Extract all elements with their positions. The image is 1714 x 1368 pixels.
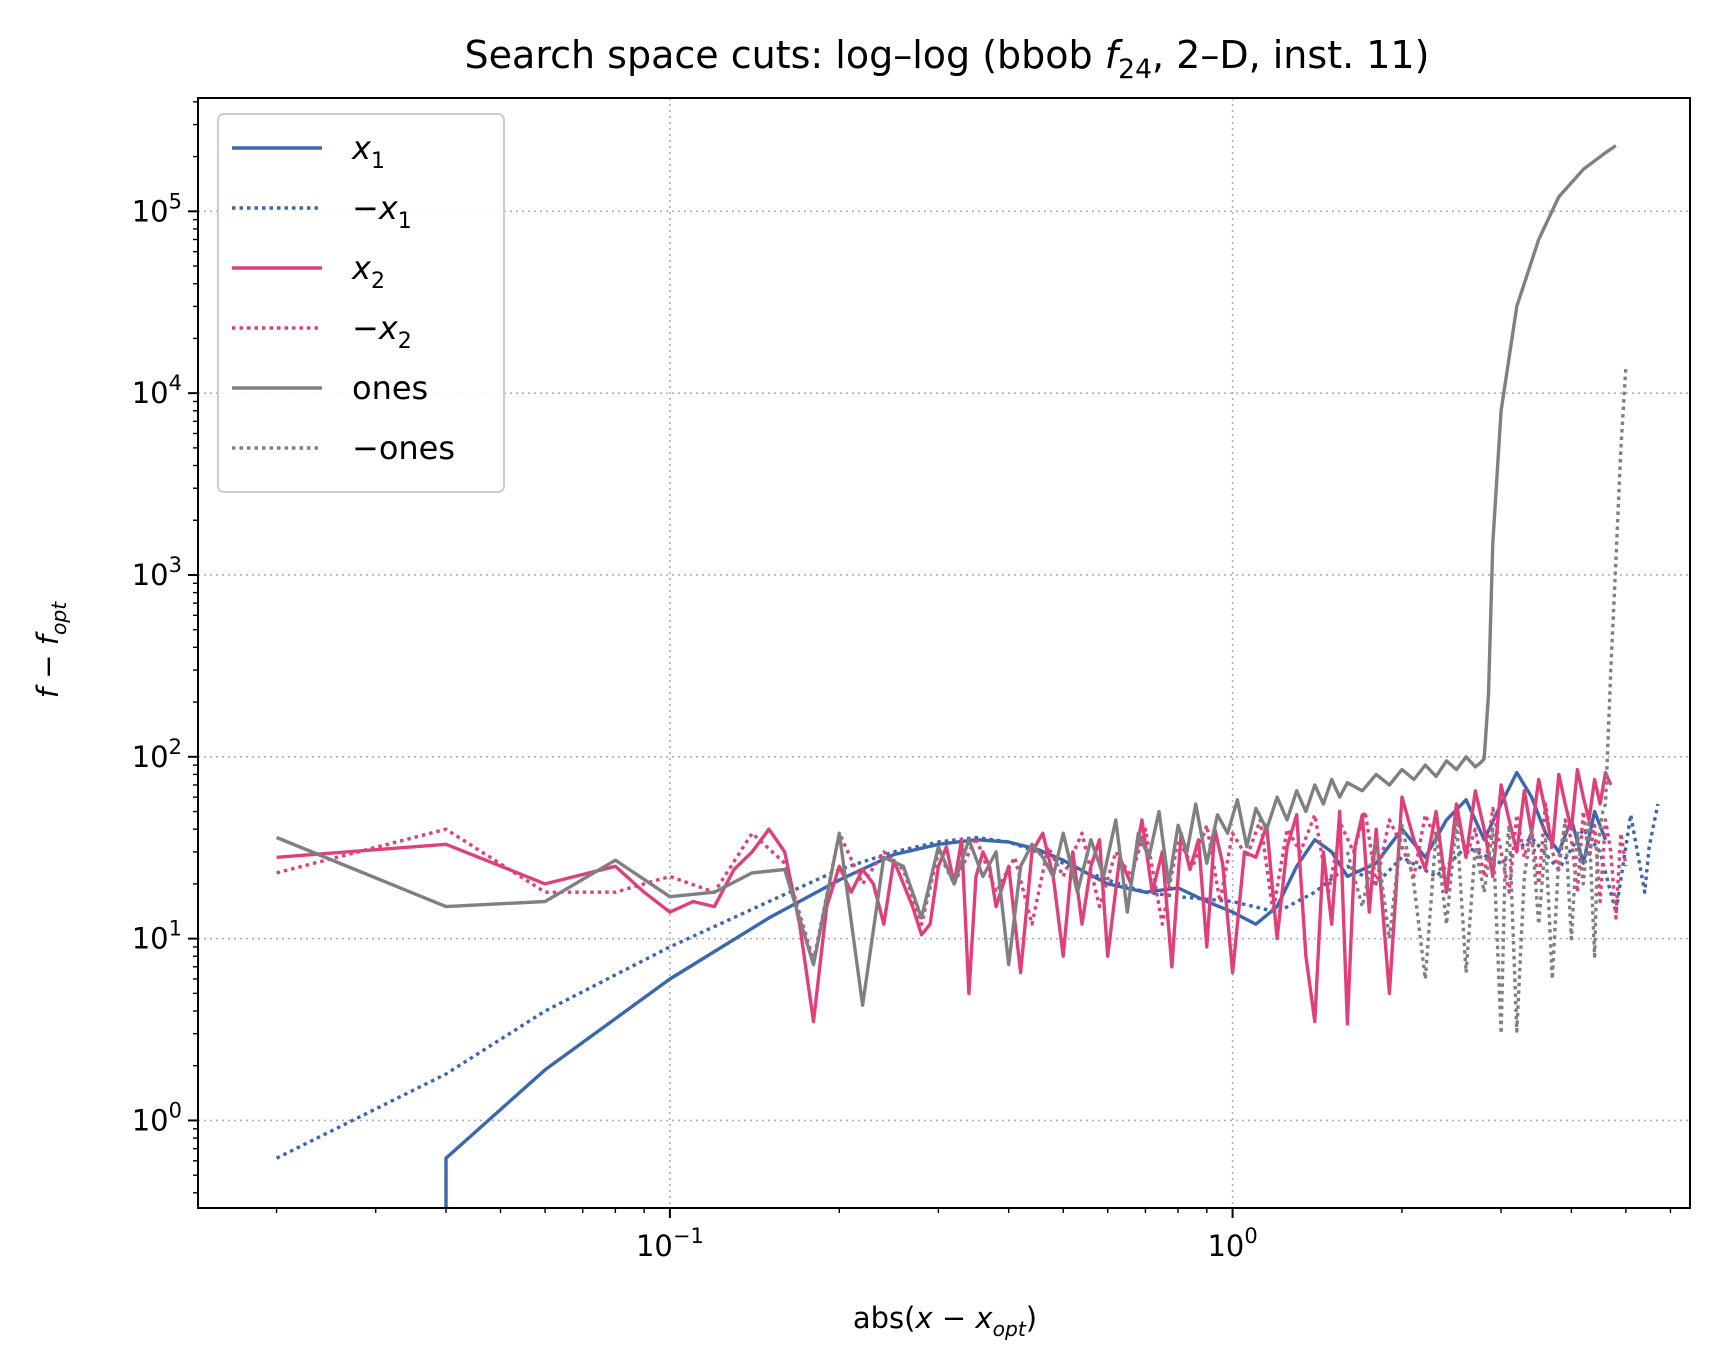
legend-label-1: −x1 (352, 189, 412, 234)
legend-label-3: −x2 (352, 309, 412, 354)
plot-frame (197, 97, 1691, 1209)
y-tick-label-1: 101 (132, 917, 182, 956)
series-line-5 (1345, 366, 1628, 1036)
legend-box (217, 113, 505, 493)
x-axis-label: abs(x − xopt) (853, 1301, 1037, 1341)
series-line-0 (444, 770, 1608, 1208)
legend-label-4: ones (352, 369, 428, 407)
y-tick-label-4: 104 (132, 371, 182, 410)
legend-label-5: −ones (352, 429, 455, 467)
chart-title: Search space cuts: log–log (bbob f24, 2–… (465, 33, 1430, 85)
legend-label-0: x1 (351, 129, 385, 174)
legend-label-2: x2 (351, 249, 385, 294)
series-line-1 (275, 803, 1660, 1160)
y-tick-label-0: 100 (132, 1098, 182, 1137)
series-line-4 (275, 144, 1617, 1007)
series-group (275, 144, 1660, 1208)
y-tick-label-2: 102 (132, 735, 182, 774)
y-axis-label: f − fopt (31, 601, 71, 698)
y-tick-label-3: 103 (132, 553, 182, 592)
y-tick-label-5: 105 (132, 189, 182, 228)
ticks: 10−1 100 100 101 102 103 104 105 (132, 101, 1672, 1263)
legend: x1 −x1 x2 −x2 ones −ones (217, 113, 505, 493)
x-tick-label-0: 10−1 (636, 1224, 704, 1263)
grid (198, 98, 1690, 1208)
x-tick-label-1: 100 (1207, 1224, 1257, 1263)
axes (197, 97, 1691, 1209)
